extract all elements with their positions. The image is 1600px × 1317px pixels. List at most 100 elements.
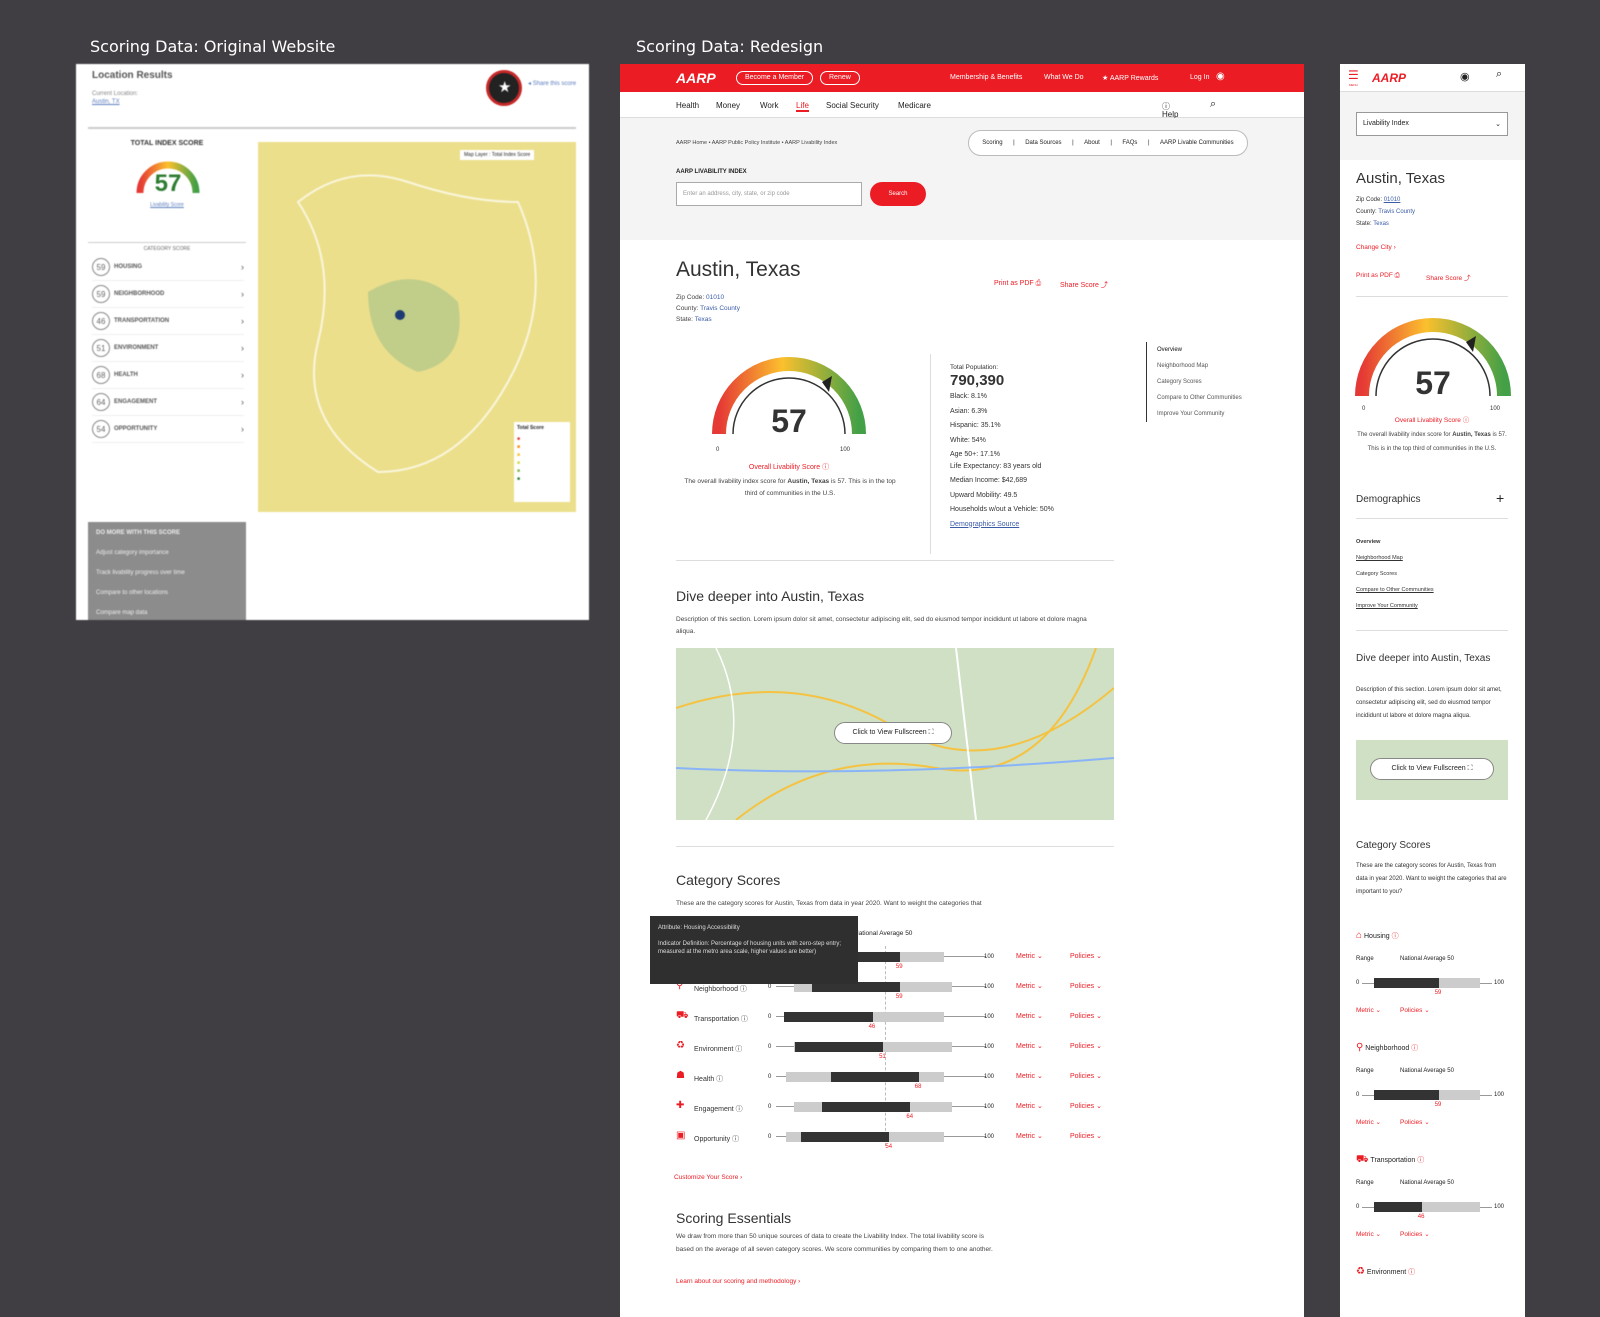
account-icon[interactable]: ◉ <box>1216 71 1225 82</box>
fullscreen-button[interactable]: Click to View Fullscreen ⛶ <box>1370 758 1494 780</box>
policies-dropdown[interactable]: Policies ⌄ <box>1070 1073 1102 1080</box>
category-title[interactable]: ⌂ Housing ⓘ <box>1356 930 1399 941</box>
category-item[interactable]: 68 HEALTH › <box>92 362 244 389</box>
search-icon[interactable]: ⌕ <box>1210 98 1217 110</box>
share-score-link[interactable]: Share Score ⤴ <box>1426 275 1471 282</box>
demographics-source-link[interactable]: Demographics Source <box>950 520 1020 528</box>
policies-dropdown[interactable]: Policies ⌄ <box>1070 1013 1102 1020</box>
become-member-button[interactable]: Become a Member <box>736 71 814 85</box>
nav-health[interactable]: Health <box>676 101 700 110</box>
info-icon[interactable]: ⓘ <box>1391 933 1399 940</box>
category-item[interactable]: 59 HOUSING › <box>92 254 244 281</box>
neighborhood-map[interactable]: Click to View Fullscreen ⛶ <box>676 648 1114 820</box>
policies-dropdown[interactable]: Policies ⌄ <box>1400 1007 1430 1014</box>
category-item[interactable]: 64 ENGAGEMENT › <box>92 389 244 416</box>
search-icon[interactable]: ⌕ <box>1496 68 1503 80</box>
category-name[interactable]: Engagement ⓘ <box>694 1106 743 1113</box>
print-pdf-link[interactable]: Print as PDF ⎙ <box>1356 272 1400 279</box>
search-input[interactable]: Enter an address, city, state, or zip co… <box>676 182 862 206</box>
learn-methodology-link[interactable]: Learn about our scoring and methodology … <box>676 1278 801 1285</box>
account-icon[interactable]: ◉ <box>1460 71 1470 83</box>
nav-money[interactable]: Money <box>716 101 741 110</box>
policies-dropdown[interactable]: Policies ⌄ <box>1070 953 1102 960</box>
metric-dropdown[interactable]: Metric ⌄ <box>1356 1007 1381 1014</box>
more-option[interactable]: Compare map data <box>96 610 148 616</box>
category-name[interactable]: Transportation ⓘ <box>694 1016 748 1023</box>
metric-dropdown[interactable]: Metric ⌄ <box>1356 1119 1381 1126</box>
fullscreen-button[interactable]: Click to View Fullscreen ⛶ <box>834 722 952 744</box>
page-nav-item[interactable]: Improve Your Community <box>1157 411 1225 417</box>
policies-dropdown[interactable]: Policies ⌄ <box>1400 1231 1430 1238</box>
category-item[interactable]: 46 TRANSPORTATION › <box>92 308 244 335</box>
nav-what-we-do[interactable]: What We Do <box>1044 74 1084 81</box>
print-pdf-link[interactable]: Print as PDF ⎙ <box>994 280 1042 287</box>
change-city-link[interactable]: Change City › <box>1356 244 1396 251</box>
metric-dropdown[interactable]: Metric ⌄ <box>1016 953 1043 960</box>
policies-dropdown[interactable]: Policies ⌄ <box>1070 1103 1102 1110</box>
aarp-logo[interactable]: AARP <box>676 70 716 86</box>
map-layer-select[interactable]: Map Layer : Total Index Score <box>460 150 535 160</box>
page-nav-item[interactable]: Overview <box>1356 539 1381 545</box>
share-score-link[interactable]: Share Score ⤴ <box>1060 282 1108 289</box>
page-nav-item[interactable]: Category Scores <box>1356 571 1397 577</box>
livability-score-link[interactable]: Livability Score <box>150 202 184 208</box>
aarp-logo[interactable]: AARP <box>1372 71 1407 85</box>
share-link[interactable]: ◂ Share this score <box>528 81 577 87</box>
subnav-about[interactable]: About <box>1084 140 1100 146</box>
demographics-heading[interactable]: Demographics <box>1356 494 1421 505</box>
info-icon[interactable]: ⓘ <box>1417 1157 1425 1164</box>
page-nav-item[interactable]: Compare to Other Communities <box>1157 395 1242 401</box>
metric-dropdown[interactable]: Metric ⌄ <box>1016 1073 1043 1080</box>
search-button[interactable]: Search <box>870 182 926 206</box>
subnav-faqs[interactable]: FAQs <box>1122 140 1138 146</box>
subnav-data-sources[interactable]: Data Sources <box>1025 140 1062 146</box>
category-title[interactable]: ⛟ Transportation ⓘ <box>1356 1154 1424 1167</box>
menu-icon[interactable]: ☰ <box>1348 68 1359 82</box>
nav-membership[interactable]: Membership & Benefits <box>950 74 1023 81</box>
info-icon[interactable]: ⓘ <box>1408 1269 1416 1276</box>
original-map[interactable]: Map Layer : Total Index Score Total Scor… <box>258 142 576 512</box>
nav-work[interactable]: Work <box>760 101 779 110</box>
page-nav-item[interactable]: Category Scores <box>1157 379 1202 385</box>
metric-dropdown[interactable]: Metric ⌄ <box>1016 1043 1043 1050</box>
more-option[interactable]: Adjust category importance <box>96 550 169 556</box>
info-icon[interactable]: ⓘ <box>1411 1045 1419 1052</box>
metric-dropdown[interactable]: Metric ⌄ <box>1356 1231 1381 1238</box>
nav-social-security[interactable]: Social Security <box>826 101 879 110</box>
index-select[interactable]: Livability Index ⌄ <box>1356 112 1508 136</box>
category-title[interactable]: ⚲ Neighborhood ⓘ <box>1356 1042 1418 1053</box>
policies-dropdown[interactable]: Policies ⌄ <box>1070 1043 1102 1050</box>
customize-score-link[interactable]: Customize Your Score › <box>674 1174 743 1181</box>
policies-dropdown[interactable]: Policies ⌄ <box>1400 1119 1430 1126</box>
policies-dropdown[interactable]: Policies ⌄ <box>1070 983 1102 990</box>
category-name[interactable]: Health ⓘ <box>694 1076 724 1083</box>
nav-life[interactable]: Life <box>796 101 809 112</box>
page-nav-item[interactable]: Compare to Other Communities <box>1356 587 1434 593</box>
subnav-livable-communities[interactable]: AARP Livable Communities <box>1160 140 1234 146</box>
metric-dropdown[interactable]: Metric ⌄ <box>1016 1133 1043 1140</box>
more-option[interactable]: Compare to other locations <box>96 590 169 596</box>
category-name[interactable]: Neighborhood ⓘ <box>694 986 747 993</box>
more-option[interactable]: Track livability progress over time <box>96 570 185 576</box>
metric-dropdown[interactable]: Metric ⌄ <box>1016 983 1043 990</box>
page-nav-item[interactable]: Overview <box>1157 347 1183 353</box>
category-name[interactable]: Opportunity ⓘ <box>694 1136 740 1143</box>
subnav-scoring[interactable]: Scoring <box>982 140 1003 146</box>
help-link[interactable]: Help ⓘ <box>1162 102 1179 119</box>
login-link[interactable]: Log In <box>1190 74 1210 81</box>
page-nav-item[interactable]: Neighborhood Map <box>1157 363 1209 369</box>
policies-dropdown[interactable]: Policies ⌄ <box>1070 1133 1102 1140</box>
metric-dropdown[interactable]: Metric ⌄ <box>1016 1013 1043 1020</box>
nav-medicare[interactable]: Medicare <box>898 101 931 110</box>
category-title[interactable]: ♻ Environment ⓘ <box>1356 1266 1415 1277</box>
neighborhood-map[interactable]: Click to View Fullscreen ⛶ <box>1356 740 1508 800</box>
nav-rewards[interactable]: ★ AARP Rewards <box>1102 75 1159 82</box>
category-name[interactable]: Environment ⓘ <box>694 1046 743 1053</box>
expand-icon[interactable]: + <box>1496 490 1505 506</box>
category-item[interactable]: 51 ENVIRONMENT › <box>92 335 244 362</box>
page-nav-item[interactable]: Neighborhood Map <box>1356 555 1403 561</box>
category-item[interactable]: 54 OPPORTUNITY › <box>92 416 244 443</box>
renew-button[interactable]: Renew <box>820 71 860 85</box>
category-item[interactable]: 59 NEIGHBORHOOD › <box>92 281 244 308</box>
page-nav-item[interactable]: Improve Your Community <box>1356 603 1418 609</box>
